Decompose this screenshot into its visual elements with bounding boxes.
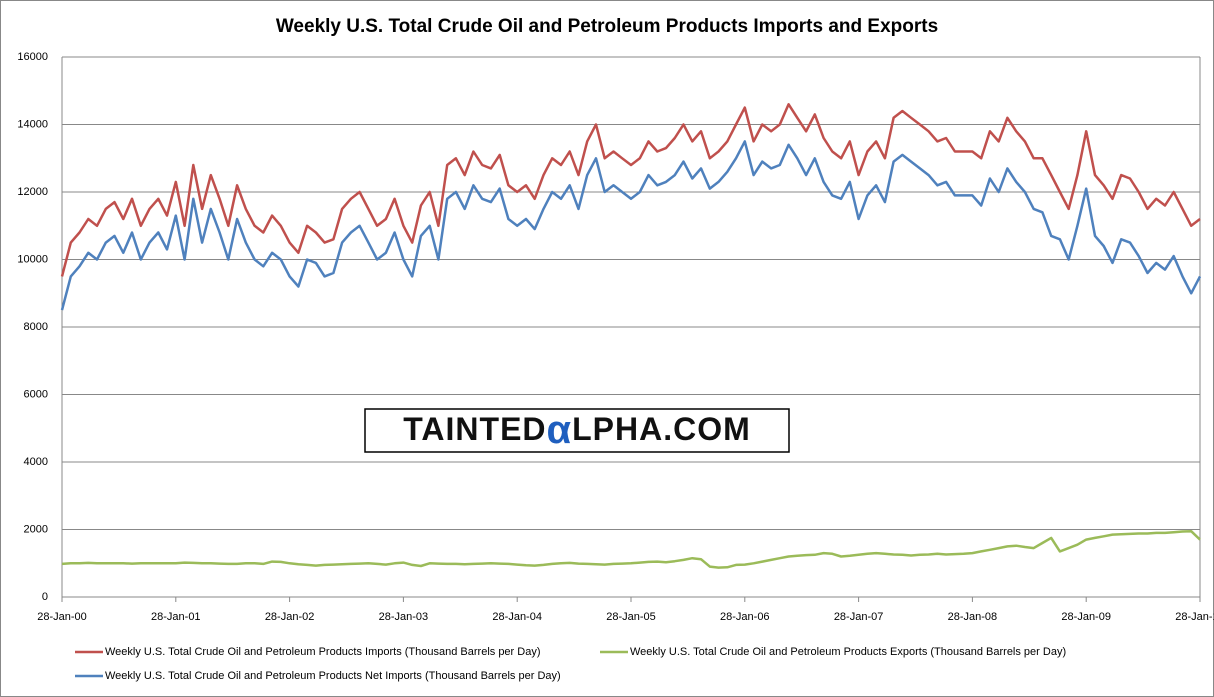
x-tick-label: 28-Jan-10: [1175, 611, 1214, 623]
x-tick-label: 28-Jan-07: [834, 611, 884, 623]
x-tick-label: 28-Jan-02: [265, 611, 315, 623]
watermark-part: α: [547, 408, 573, 452]
series-line: [60, 103, 1201, 277]
y-tick-label: 2000: [24, 523, 48, 535]
x-tick-label: 28-Jan-01: [151, 611, 201, 623]
x-tick-label: 28-Jan-03: [379, 611, 429, 623]
chart-title: Weekly U.S. Total Crude Oil and Petroleu…: [276, 16, 938, 37]
y-tick-label: 4000: [24, 456, 48, 468]
legend-label: Weekly U.S. Total Crude Oil and Petroleu…: [105, 646, 541, 658]
x-tick-label: 28-Jan-05: [606, 611, 656, 623]
x-tick-label: 28-Jan-09: [1061, 611, 1111, 623]
x-tick-label: 28-Jan-06: [720, 611, 770, 623]
legend-label: Weekly U.S. Total Crude Oil and Petroleu…: [105, 670, 561, 682]
series-line: [60, 140, 1202, 311]
watermark-part: LPHA.COM: [572, 411, 751, 447]
x-tick-label: 28-Jan-08: [948, 611, 998, 623]
y-tick-label: 8000: [24, 321, 48, 333]
y-tick-label: 16000: [17, 51, 48, 63]
legend-label: Weekly U.S. Total Crude Oil and Petroleu…: [630, 646, 1066, 658]
series-line: [61, 529, 1201, 569]
plot-area: 0 2000 4000 6000 8000 10000 12000 14000 16000 28-…: [17, 51, 1214, 623]
y-tick-label: 0: [42, 591, 48, 603]
y-tick-label: 10000: [17, 253, 48, 265]
x-tick-label: 28-Jan-00: [37, 611, 87, 623]
y-tick-label: 14000: [17, 118, 48, 130]
watermark: TAINTEDαLPHA.COM: [403, 408, 751, 452]
y-tick-label: 6000: [24, 388, 48, 400]
x-tick-label: 28-Jan-04: [492, 611, 542, 623]
watermark-box: [364, 408, 790, 453]
y-tick-label: 12000: [17, 186, 48, 198]
watermark-part: TAINTED: [403, 411, 546, 447]
